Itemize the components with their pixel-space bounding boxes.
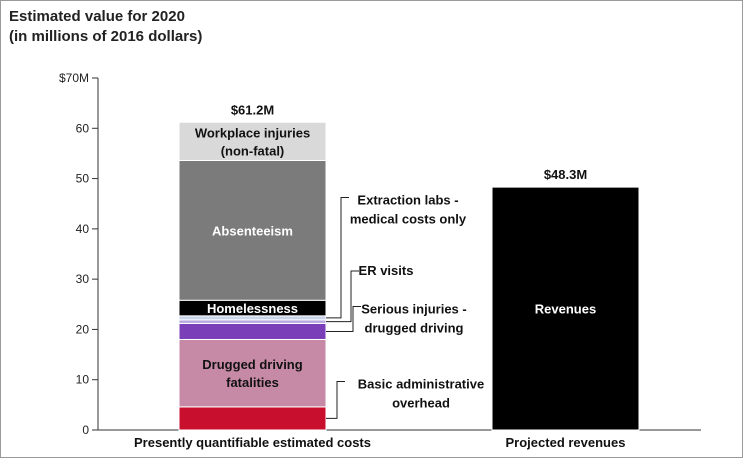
- segment-label-workplace-injuries-non-fatal: (non-fatal): [221, 143, 285, 158]
- segment-label-revenues: Revenues: [535, 302, 596, 317]
- callout-label-serious-injuries-drugged-driving: Serious injuries -: [361, 302, 466, 317]
- x-category-label: Projected revenues: [506, 435, 626, 450]
- callout-label-serious-injuries-drugged-driving: drugged driving: [365, 321, 464, 336]
- segment-label-absenteeism: Absenteeism: [212, 223, 293, 238]
- callout-label-extraction-labs-medical-costs-only: Extraction labs -: [357, 193, 458, 208]
- y-tick-label: 60: [76, 121, 90, 135]
- callout-leader-line: [326, 270, 359, 323]
- chart-subtitle: (in millions of 2016 dollars): [9, 28, 203, 45]
- segment-label-drugged-driving-fatalities: Drugged driving: [202, 357, 302, 372]
- bar-segment-basic-administrative-overhead: [178, 406, 327, 431]
- bar-segment-serious-injuries-drugged-driving: [178, 322, 327, 340]
- y-tick-label: 40: [76, 222, 90, 236]
- total-label: $48.3M: [544, 167, 587, 182]
- segment-label-workplace-injuries-non-fatal: Workplace injuries: [195, 125, 310, 140]
- bar-segment-revenues: [491, 186, 640, 431]
- callout-label-extraction-labs-medical-costs-only: medical costs only: [350, 212, 467, 227]
- bar-segment-absenteeism: [178, 159, 327, 301]
- callout-label-er-visits: ER visits: [359, 263, 414, 278]
- y-tick-label: 20: [76, 322, 90, 336]
- y-tick-label: 30: [76, 272, 90, 286]
- segment-label-homelessness: Homelessness: [207, 301, 298, 316]
- total-label: $61.2M: [231, 102, 274, 117]
- y-tick-label: 0: [82, 423, 89, 437]
- y-tick-label: 10: [76, 373, 90, 387]
- x-category-label: Presently quantifiable estimated costs: [134, 435, 371, 450]
- bar-segment-er-visits: [178, 319, 327, 324]
- callout-label-basic-administrative-overhead: Basic administrative: [358, 377, 484, 392]
- callout-leader-line: [326, 381, 345, 419]
- chart-title: Estimated value for 2020: [9, 8, 185, 25]
- callout-leader-line: [326, 306, 361, 332]
- bar-segment-workplace-injuries-non-fatal: [178, 121, 327, 161]
- bar-segment-extraction-labs-medical-costs-only: [178, 315, 327, 321]
- bar-segment-drugged-driving-fatalities: [178, 338, 327, 408]
- chart-title-block: Estimated value for 2020 (in millions of…: [9, 7, 202, 47]
- segment-label-drugged-driving-fatalities: fatalities: [226, 375, 279, 390]
- callout-label-basic-administrative-overhead: overhead: [392, 396, 450, 411]
- y-tick-label: $70M: [59, 71, 89, 85]
- y-tick-label: 50: [76, 172, 90, 186]
- callout-leader-line: [326, 197, 349, 319]
